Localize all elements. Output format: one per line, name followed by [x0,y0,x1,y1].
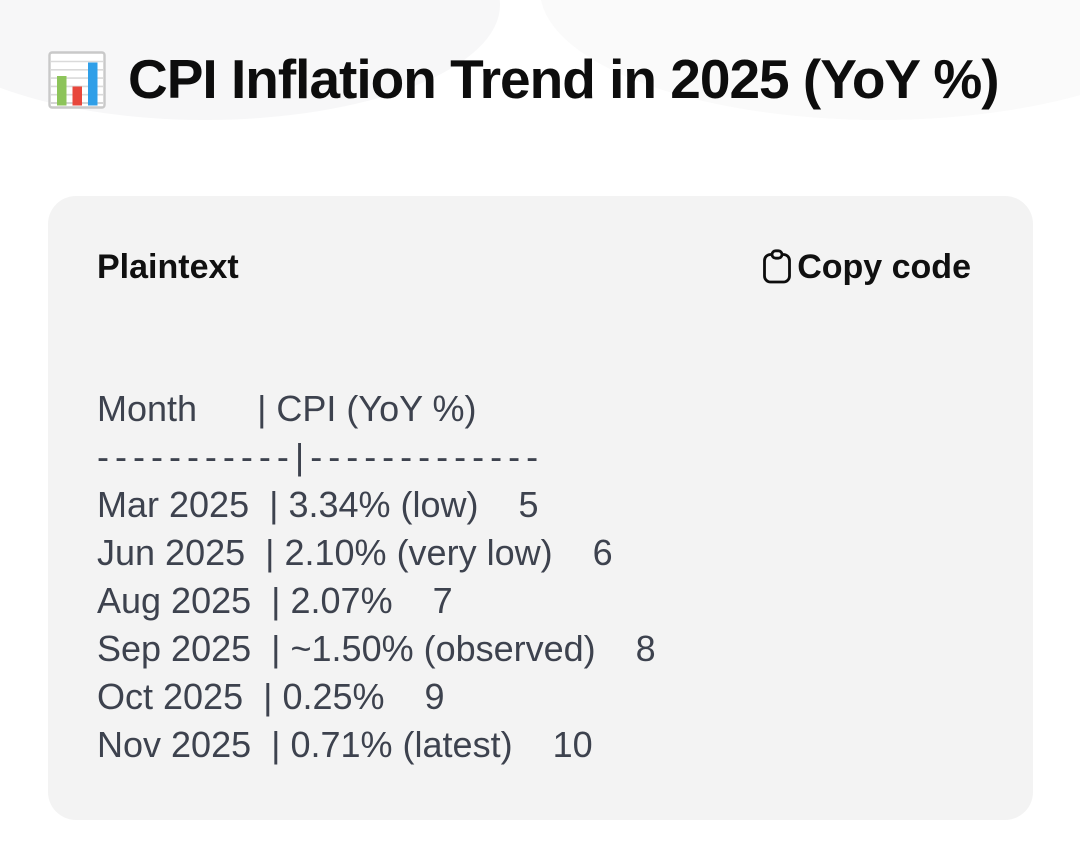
code-line-sep-month: Sep 2025 | ~1.50% (observed) 8 [97,628,656,669]
code-block-card: Plaintext Copy code Month | CPI (YoY %) -… [48,196,1033,820]
clipboard-icon [760,248,794,286]
code-language-label: Plaintext [97,248,239,286]
copy-code-label: Copy code [797,248,971,286]
code-content: Month | CPI (YoY %) -----------|---------… [97,385,985,769]
copy-code-button[interactable]: Copy code [760,246,971,288]
code-line-header: Month | CPI (YoY %) [97,388,477,429]
code-line-oct: Oct 2025 | 0.25% 9 [97,676,445,717]
code-line-mar: Mar 2025 | 3.34% (low) 5 [97,484,539,525]
code-line-jun: Jun 2025 | 2.10% (very low) 6 [97,532,613,573]
code-line-nov: Nov 2025 | 0.71% (latest) 10 [97,724,593,765]
code-line-separator: -----------|------------- [97,436,545,477]
heading-text: CPI Inflation Trend in 2025 (YoY %) [128,48,1000,110]
bar-chart-emoji [48,50,106,109]
code-block-header: Plaintext Copy code [97,246,985,288]
code-line-aug: Aug 2025 | 2.07% 7 [97,580,453,621]
message-heading: CPI Inflation Trend in 2025 (YoY %) [48,48,1060,111]
